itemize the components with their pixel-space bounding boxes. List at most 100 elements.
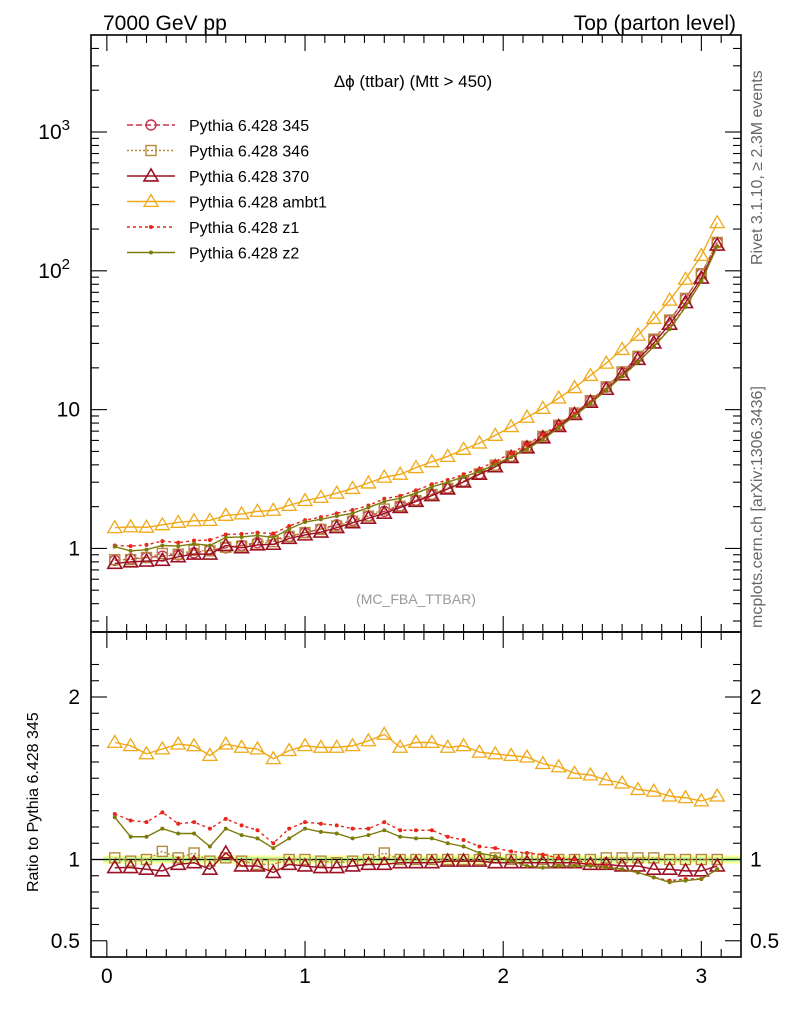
data-point: [156, 547, 169, 560]
xtick-label: 2: [497, 965, 509, 988]
data-point: [556, 425, 561, 430]
data-point: [677, 271, 694, 285]
data-point: [471, 434, 488, 449]
ratio-point: [524, 851, 529, 855]
ratio-point: [328, 859, 346, 874]
ratio-point: [572, 864, 577, 868]
data-point: [223, 532, 228, 537]
ratio-point: [376, 726, 393, 740]
data-point: [566, 379, 583, 394]
data-point: [312, 489, 330, 503]
data-point: [699, 279, 704, 284]
ratio-point: [239, 833, 244, 838]
ratio-point: [122, 859, 140, 874]
ratio-point: [303, 820, 308, 825]
ratio-point: [635, 870, 640, 875]
data-point: [160, 543, 165, 548]
header-right: Top (parton level): [574, 12, 736, 35]
ratio-point: [360, 855, 377, 871]
data-point: [414, 491, 418, 496]
data-point: [620, 374, 625, 379]
series-5: [112, 244, 720, 553]
ratio-point: [392, 739, 409, 753]
ratio-point: [296, 857, 314, 872]
data-point: [439, 480, 457, 495]
ratio-point: [600, 852, 612, 864]
data-point: [378, 503, 390, 515]
ratio-point: [223, 816, 228, 821]
ratio-point: [312, 859, 330, 874]
ratio-point: [645, 860, 663, 875]
ratio-point: [233, 739, 250, 753]
data-point: [122, 553, 140, 568]
ratio-point: [185, 737, 203, 752]
ratio-point: [154, 740, 171, 755]
data-point: [350, 508, 355, 513]
ratio-point: [391, 854, 409, 869]
main-ytick-label: 1: [68, 537, 80, 560]
ratio-point: [509, 849, 514, 854]
ratio-point: [160, 810, 165, 815]
ratio-point: [692, 862, 710, 877]
ratio-point: [455, 737, 472, 752]
data-point: [540, 437, 545, 442]
ratio-ytick-label: 1: [68, 849, 80, 872]
main-ytick-label: 10: [57, 399, 80, 422]
ratio-point: [661, 860, 679, 875]
ratio-point: [153, 862, 171, 877]
ratio-point: [106, 734, 123, 749]
analysis-id: (MC_FBA_TTBAR): [356, 591, 476, 607]
data-point: [201, 545, 219, 560]
ratio-point: [407, 854, 425, 869]
xtick-label: 1: [299, 965, 311, 988]
data-point: [588, 401, 593, 406]
ratio-point: [477, 844, 482, 849]
data-point: [170, 514, 187, 528]
legend-marker: [142, 167, 160, 182]
data-point: [255, 530, 260, 535]
ratio-point: [144, 820, 149, 825]
data-point: [661, 291, 678, 306]
ratio-point: [140, 853, 153, 866]
data-point: [296, 526, 314, 541]
plot-title: Δϕ (ttbar) (Mtt > 450): [334, 72, 492, 91]
ratio-point: [138, 745, 155, 760]
ratio-point: [169, 855, 187, 871]
ratio-point: [267, 858, 280, 871]
data-point: [176, 544, 181, 549]
data-point: [281, 497, 298, 512]
data-point: [344, 480, 361, 495]
data-point: [128, 544, 133, 549]
data-point: [376, 468, 393, 483]
legend: Pythia 6.428 345 Pythia 6.428 346 Pythia 6…: [127, 118, 327, 263]
ratio-point: [455, 852, 472, 867]
ratio-panel: 0.5 0.5 1 1 2 2 0 1 2 3 Ratio to Pythia 6.428 345: [25, 631, 779, 988]
data-point: [138, 552, 155, 567]
data-point: [509, 455, 514, 460]
legend-entry: Pythia 6.428 370: [127, 167, 309, 186]
data-point: [629, 327, 647, 341]
ratio-point: [616, 852, 628, 864]
ratio-point: [604, 865, 609, 870]
series-0: [109, 236, 723, 567]
ratio-point: [518, 748, 536, 763]
ratio-point: [112, 815, 117, 820]
ratio-point: [360, 732, 377, 747]
ratio-point: [715, 867, 720, 872]
data-point: [312, 523, 330, 538]
ratio-point: [192, 820, 197, 825]
ratio-point: [233, 857, 251, 872]
ratio-point: [106, 859, 124, 874]
ratio-point: [709, 787, 726, 802]
data-point: [239, 532, 244, 537]
data-point: [303, 520, 308, 525]
ratio-point: [112, 812, 117, 816]
ratio-ytick-label: 2: [68, 686, 80, 709]
legend-marker: [149, 250, 153, 255]
xtick-label: 3: [696, 965, 708, 988]
ratio-point: [645, 782, 662, 797]
ratio-point: [487, 745, 504, 760]
data-point: [445, 480, 450, 485]
data-point: [344, 514, 361, 529]
data-point: [572, 413, 577, 418]
